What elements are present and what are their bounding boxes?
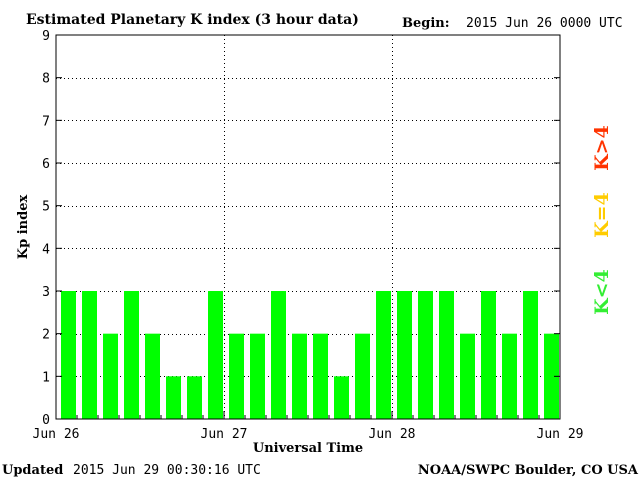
kp-bar [271, 291, 286, 419]
kp-bar [355, 333, 370, 419]
kp-bar [145, 333, 160, 419]
grid-lines [56, 35, 560, 419]
legend-entry: K>4 [591, 125, 613, 171]
kp-bar [397, 291, 412, 419]
x-tick-label: Jun 29 [537, 427, 584, 442]
kp-bar [418, 291, 433, 419]
y-tick-label: 9 [42, 29, 50, 44]
kp-bar [187, 376, 202, 419]
kp-bar [292, 333, 307, 419]
x-axis-ticks: Jun 26 Jun 27 Jun 28 Jun 29 [33, 411, 584, 442]
x-tick-label: Jun 27 [201, 427, 248, 442]
x-tick-label: Jun 28 [369, 427, 416, 442]
y-tick-label: 5 [42, 200, 50, 215]
kp-bar [502, 333, 517, 419]
kp-bar [334, 376, 349, 419]
kp-bar [481, 291, 496, 419]
y-tick-label: 8 [42, 72, 50, 87]
y-tick-label: 7 [42, 114, 50, 129]
y-axis-ticks: 0 1 2 3 4 5 6 7 8 9 [42, 29, 560, 428]
kp-bar [250, 333, 265, 419]
y-tick-label: 1 [42, 370, 50, 385]
kp-bar [313, 333, 328, 419]
chart-title: Estimated Planetary K index (3 hour data… [26, 12, 359, 28]
kp-bar [376, 291, 391, 419]
kp-bar [544, 333, 559, 419]
kp-bar [82, 291, 97, 419]
y-tick-label: 4 [42, 242, 50, 257]
kp-bar [61, 291, 76, 419]
legend-entry: K=4 [591, 192, 613, 238]
legend-entry: K<4 [591, 269, 613, 315]
x-axis-title: Universal Time [253, 441, 363, 456]
y-axis-title: Kp index [16, 195, 31, 260]
kp-bar [460, 333, 475, 419]
kp-bar [523, 291, 538, 419]
source-credit: NOAA/SWPC Boulder, CO USA [418, 463, 639, 478]
updated-value: 2015 Jun 29 00:30:16 UTC [73, 463, 261, 478]
x-tick-label: Jun 26 [33, 427, 80, 442]
y-tick-label: 3 [42, 285, 50, 300]
legend: K>4 K=4 K<4 [591, 125, 613, 315]
bars [61, 291, 559, 419]
begin-value: 2015 Jun 26 0000 UTC [466, 16, 623, 31]
begin-label: Begin: [402, 16, 450, 31]
kp-bar [208, 291, 223, 419]
kp-bar [124, 291, 139, 419]
updated-label: Updated [2, 463, 63, 478]
kp-bar [166, 376, 181, 419]
y-tick-label: 0 [42, 413, 50, 428]
y-tick-label: 2 [42, 328, 50, 343]
kp-bar [229, 333, 244, 419]
kp-bar [103, 333, 118, 419]
kp-bar [439, 291, 454, 419]
y-tick-label: 6 [42, 157, 50, 172]
